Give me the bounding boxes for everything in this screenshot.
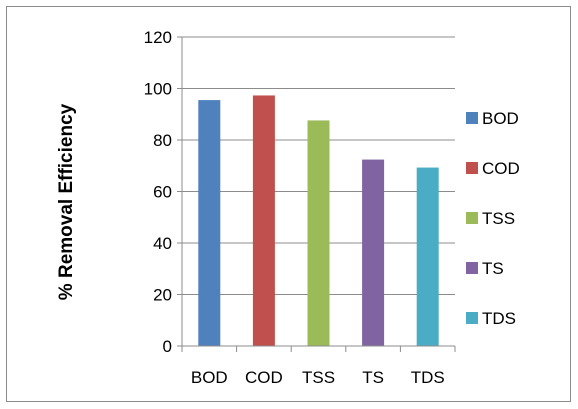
y-tick-label: 80 [153,131,172,150]
y-tick-label: 40 [153,234,172,253]
y-tick-label: 120 [144,28,172,47]
y-tick-label: 0 [163,337,172,356]
x-tick-label: TDS [411,368,445,387]
x-tick-label: COD [245,368,283,387]
bar-cod [252,95,275,346]
gridlines [182,36,455,295]
bar-ts [362,159,385,346]
x-axis: BOD COD TSS TS TDS [181,345,456,387]
bar-tds [416,167,439,346]
legend-swatch [466,262,478,274]
legend-swatch [466,312,478,324]
x-tick-label: TS [362,368,384,387]
legend-swatch [466,112,478,124]
legend-swatch [466,212,478,224]
bar-bod [198,100,221,347]
y-tick-label: 20 [153,286,172,305]
legend-label: COD [482,159,520,178]
legend-label: TSS [482,209,515,228]
bar-tss [307,120,330,347]
chart-frame [6,6,571,402]
legend-label: BOD [482,109,519,128]
legend-swatch [466,162,478,174]
bars [198,95,439,347]
y-tick-label: 100 [144,80,172,99]
y-tick-label: 60 [153,183,172,202]
x-tick-label: TSS [302,368,335,387]
legend-label: TS [482,259,504,278]
x-tick-label: BOD [191,368,228,387]
y-axis: 0 20 40 60 80 100 120 [144,28,183,356]
y-axis-title: % Removal Efficiency [56,103,77,300]
legend: BOD COD TSS TS TDS [466,109,520,328]
legend-label: TDS [482,309,516,328]
